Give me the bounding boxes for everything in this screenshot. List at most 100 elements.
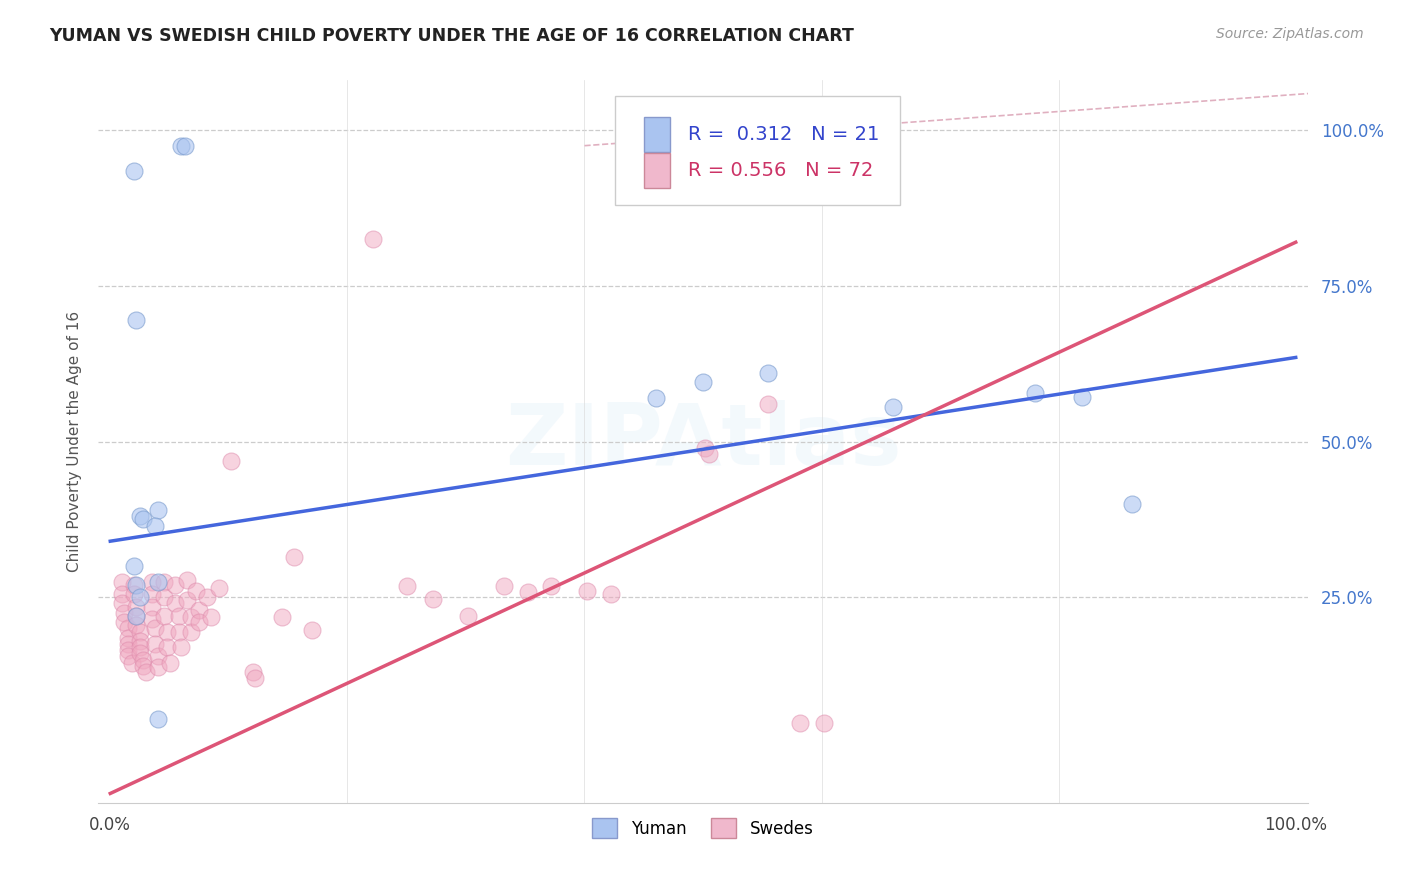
Point	[125, 609, 148, 624]
Point	[188, 603, 211, 617]
Point	[125, 609, 148, 624]
Text: YUMAN VS SWEDISH CHILD POVERTY UNDER THE AGE OF 16 CORRELATION CHART: YUMAN VS SWEDISH CHILD POVERTY UNDER THE…	[49, 27, 853, 45]
Point	[117, 621, 139, 635]
Point	[111, 587, 134, 601]
Text: Source: ZipAtlas.com: Source: ZipAtlas.com	[1216, 27, 1364, 41]
Text: R =  0.312   N = 21: R = 0.312 N = 21	[689, 125, 880, 144]
Point	[129, 591, 152, 605]
Point	[165, 597, 187, 611]
Point	[756, 397, 779, 411]
Point	[756, 366, 779, 380]
Point	[132, 652, 155, 666]
Point	[141, 599, 163, 614]
Point	[882, 401, 904, 415]
Point	[122, 163, 145, 178]
Point	[117, 643, 139, 657]
Point	[301, 623, 323, 637]
Text: R = 0.556   N = 72: R = 0.556 N = 72	[689, 161, 875, 180]
Point	[122, 578, 145, 592]
Point	[219, 454, 242, 468]
Point	[141, 612, 163, 626]
Point	[129, 640, 152, 654]
Point	[122, 559, 145, 574]
Point	[167, 624, 190, 639]
Point	[599, 587, 621, 601]
Point	[697, 447, 720, 461]
Point	[114, 606, 136, 620]
Point	[692, 376, 714, 390]
Point	[114, 615, 136, 630]
Point	[152, 574, 174, 589]
Point	[271, 610, 294, 624]
Point	[141, 574, 163, 589]
Point	[243, 671, 266, 685]
Point	[129, 646, 152, 660]
Point	[121, 656, 143, 670]
Point	[125, 578, 148, 592]
Point	[117, 649, 139, 664]
Point	[129, 624, 152, 639]
Point	[152, 609, 174, 624]
Point	[540, 579, 562, 593]
Point	[152, 591, 174, 605]
Point	[129, 633, 152, 648]
Point	[146, 503, 169, 517]
Point	[143, 518, 166, 533]
Point	[111, 597, 134, 611]
Point	[176, 593, 198, 607]
Point	[159, 656, 181, 670]
Point	[135, 665, 157, 679]
Point	[170, 138, 193, 153]
Point	[180, 624, 202, 639]
Point	[146, 574, 169, 589]
Legend: Yuman, Swedes: Yuman, Swedes	[586, 812, 820, 845]
Point	[1024, 386, 1046, 401]
Point	[283, 549, 305, 564]
Point	[117, 631, 139, 645]
Point	[170, 640, 193, 654]
Point	[111, 574, 134, 589]
Point	[422, 591, 444, 606]
Point	[125, 599, 148, 614]
Point	[208, 581, 231, 595]
Point	[146, 712, 169, 726]
FancyBboxPatch shape	[644, 117, 671, 152]
Point	[575, 584, 598, 599]
Point	[129, 509, 152, 524]
Point	[146, 649, 169, 664]
Point	[167, 609, 190, 624]
Point	[176, 573, 198, 587]
Point	[1071, 390, 1094, 404]
Point	[516, 585, 538, 599]
Text: ZIPAtlas: ZIPAtlas	[505, 400, 901, 483]
Point	[143, 621, 166, 635]
Point	[492, 579, 515, 593]
Point	[125, 313, 148, 327]
Point	[132, 512, 155, 526]
Point	[180, 610, 202, 624]
Point	[789, 716, 811, 731]
Point	[132, 658, 155, 673]
Point	[174, 138, 197, 153]
Point	[242, 665, 264, 679]
Point	[146, 660, 169, 674]
Y-axis label: Child Poverty Under the Age of 16: Child Poverty Under the Age of 16	[66, 311, 82, 572]
Point	[125, 618, 148, 632]
Point	[1121, 497, 1143, 511]
Point	[200, 610, 222, 624]
Point	[117, 637, 139, 651]
Point	[395, 579, 418, 593]
Point	[457, 609, 479, 624]
Point	[156, 640, 179, 654]
FancyBboxPatch shape	[614, 96, 900, 205]
Point	[141, 587, 163, 601]
Point	[363, 232, 385, 246]
Point	[143, 637, 166, 651]
FancyBboxPatch shape	[644, 153, 671, 188]
Point	[156, 624, 179, 639]
Point	[644, 391, 666, 405]
Point	[188, 615, 211, 630]
Point	[122, 587, 145, 601]
Point	[813, 716, 835, 731]
Point	[197, 591, 219, 605]
